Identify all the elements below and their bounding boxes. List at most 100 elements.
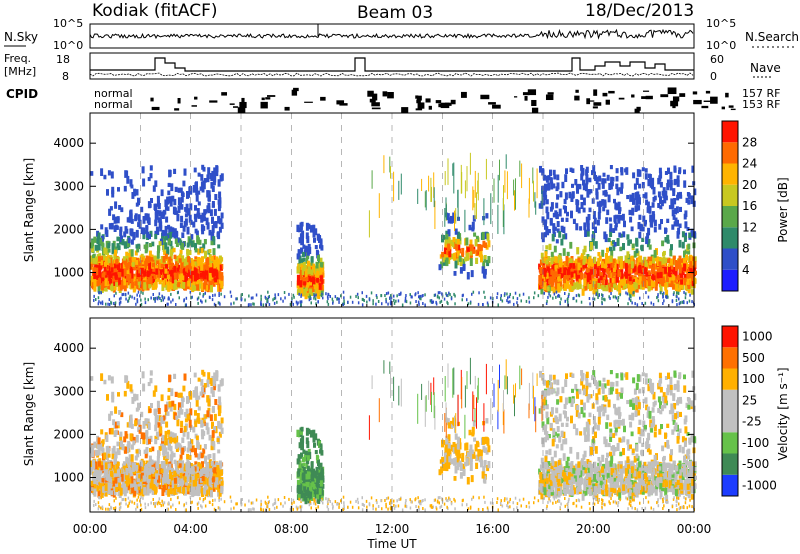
velocity-echo-cell <box>151 489 155 495</box>
power-echo-cell <box>546 212 550 220</box>
power-echo-cell <box>142 291 144 295</box>
power-echo-cell <box>91 244 94 253</box>
power-echo-cell <box>172 298 174 302</box>
power-echo-cell <box>620 188 623 194</box>
power-echo-cell <box>476 192 477 219</box>
power-echo-cell <box>447 237 451 246</box>
power-echo-cell <box>580 253 584 260</box>
power-echo-cell <box>214 267 218 272</box>
power-echo-cell <box>115 216 118 224</box>
power-echo-cell <box>175 210 179 215</box>
power-echo-cell <box>560 238 564 246</box>
power-echo-cell <box>204 269 208 275</box>
power-echo-cell <box>542 256 546 262</box>
power-echo-cell <box>110 285 114 291</box>
power-echo-cell <box>442 235 446 240</box>
power-echo-cell <box>585 178 589 185</box>
power-echo-cell <box>101 273 105 278</box>
power-echo-cell <box>196 208 200 215</box>
cpid-mark <box>492 104 501 109</box>
power-echo-cell <box>458 255 462 262</box>
power-echo-cell <box>123 278 127 286</box>
power-echo-cell <box>308 272 312 278</box>
power-echo-cell <box>166 206 170 211</box>
power-echo-cell <box>579 264 583 270</box>
power-echo-cell <box>588 177 592 183</box>
velocity-echo-cell <box>124 473 128 480</box>
power-echo-cell <box>636 250 640 257</box>
power-echo-cell <box>489 296 492 300</box>
power-echo-cell <box>557 277 561 282</box>
power-echo-cell <box>516 301 518 305</box>
power-echo-cell <box>195 273 199 280</box>
power-echo-cell <box>603 284 607 291</box>
power-echo-cell <box>310 297 312 301</box>
power-echo-cell <box>164 242 168 250</box>
velocity-echo-cell <box>164 430 168 438</box>
power-echo-cell <box>318 278 322 285</box>
power-echo-cell <box>668 205 672 210</box>
power-echo-cell <box>179 249 183 255</box>
cpid-mark <box>229 103 235 105</box>
power-echo-cell <box>148 263 152 270</box>
power-echo-cell <box>264 295 267 299</box>
power-echo-cell <box>383 155 385 174</box>
power-echo-cell <box>576 247 580 255</box>
power-echo-cell <box>666 234 670 243</box>
power-echo-cell <box>579 226 583 231</box>
power-echo-cell <box>611 263 615 268</box>
power-echo-cell <box>165 216 169 223</box>
power-echo-cell <box>594 175 598 181</box>
velocity-echo-cell <box>126 422 130 428</box>
power-echo-cell <box>666 282 670 288</box>
cpid-mark <box>524 95 528 101</box>
power-echo-cell <box>185 303 187 307</box>
power-echo-cell <box>114 301 117 305</box>
power-echo-cell <box>207 167 211 175</box>
power-echo-cell <box>177 282 181 288</box>
cpid-mark <box>417 95 422 101</box>
power-echo-cell <box>200 247 204 254</box>
power-echo-cell <box>203 264 207 270</box>
power-echo-cell <box>97 244 101 251</box>
power-echo-cell <box>575 294 578 298</box>
colorbar-tick-label: 20 <box>742 178 757 192</box>
power-echo-cell <box>444 242 448 249</box>
power-echo-cell <box>635 264 639 272</box>
power-echo-cell <box>314 267 318 274</box>
power-echo-cell <box>293 295 295 299</box>
power-echo-cell <box>170 183 174 192</box>
power-echo-cell <box>553 226 557 231</box>
power-echo-cell <box>589 277 592 283</box>
power-echo-cell <box>565 256 569 263</box>
power-echo-cell <box>319 268 323 275</box>
power-echo-cell <box>676 295 678 299</box>
power-echo-cell <box>166 275 170 280</box>
cpid-mark <box>339 103 348 106</box>
power-echo-cell <box>193 263 197 269</box>
power-echo-cell <box>620 268 624 276</box>
power-echo-cell <box>649 284 653 291</box>
power-echo-cell <box>182 281 186 289</box>
velocity-echo-cell <box>120 473 124 482</box>
power-echo-cell <box>211 216 214 224</box>
power-echo-cell <box>212 294 214 298</box>
velocity-echo-cell <box>154 435 158 441</box>
power-echo-cell <box>650 280 654 288</box>
power-echo-cell <box>223 295 226 299</box>
power-echo-cell <box>475 249 479 256</box>
power-echo-cell <box>189 283 193 291</box>
power-echo-cell <box>195 230 199 236</box>
power-echo-cell <box>648 205 652 214</box>
colorbar-swatch <box>722 269 738 291</box>
power-echo-cell <box>169 199 173 207</box>
velocity-echo-cell <box>128 461 132 467</box>
power-echo-cell <box>593 217 597 225</box>
velocity-echo-cell <box>211 390 215 397</box>
power-echo-cell <box>220 276 224 282</box>
power-echo-cell <box>126 217 130 223</box>
power-echo-cell <box>152 185 156 192</box>
power-echo-cell <box>160 299 163 303</box>
power-echo-cell <box>158 241 162 246</box>
power-echo-cell <box>656 272 660 279</box>
